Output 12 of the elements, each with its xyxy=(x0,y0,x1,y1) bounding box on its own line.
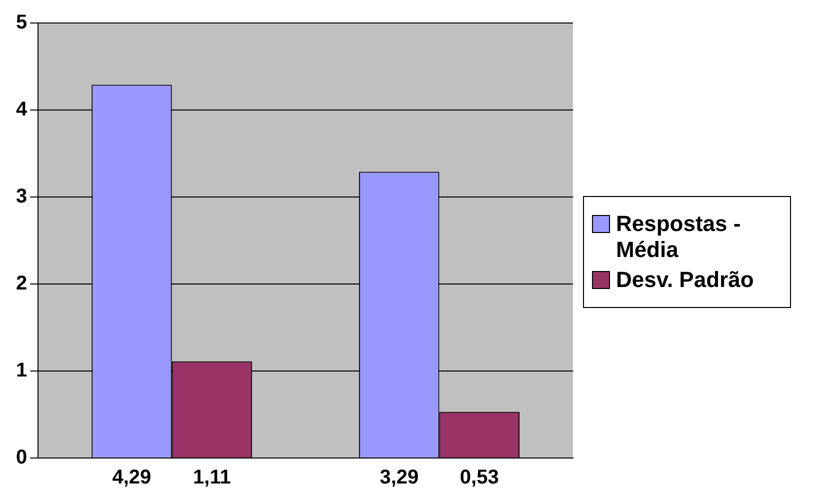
data-label: 0,53 xyxy=(460,466,499,489)
legend-label: Respostas - Média xyxy=(616,211,742,263)
legend-label: Desv. Padrão xyxy=(616,267,754,293)
data-label: 1,11 xyxy=(193,466,231,489)
data-label: 4,29 xyxy=(112,466,152,489)
y-tick-label: 3 xyxy=(16,186,28,208)
y-tick-label: 5 xyxy=(16,12,28,34)
y-tick-label: 0 xyxy=(16,446,28,469)
y-tick-label: 4 xyxy=(16,98,28,121)
y-tick-label: 1 xyxy=(16,360,28,382)
y-tick-label: 2 xyxy=(16,272,28,295)
data-label: 3,29 xyxy=(380,466,419,489)
